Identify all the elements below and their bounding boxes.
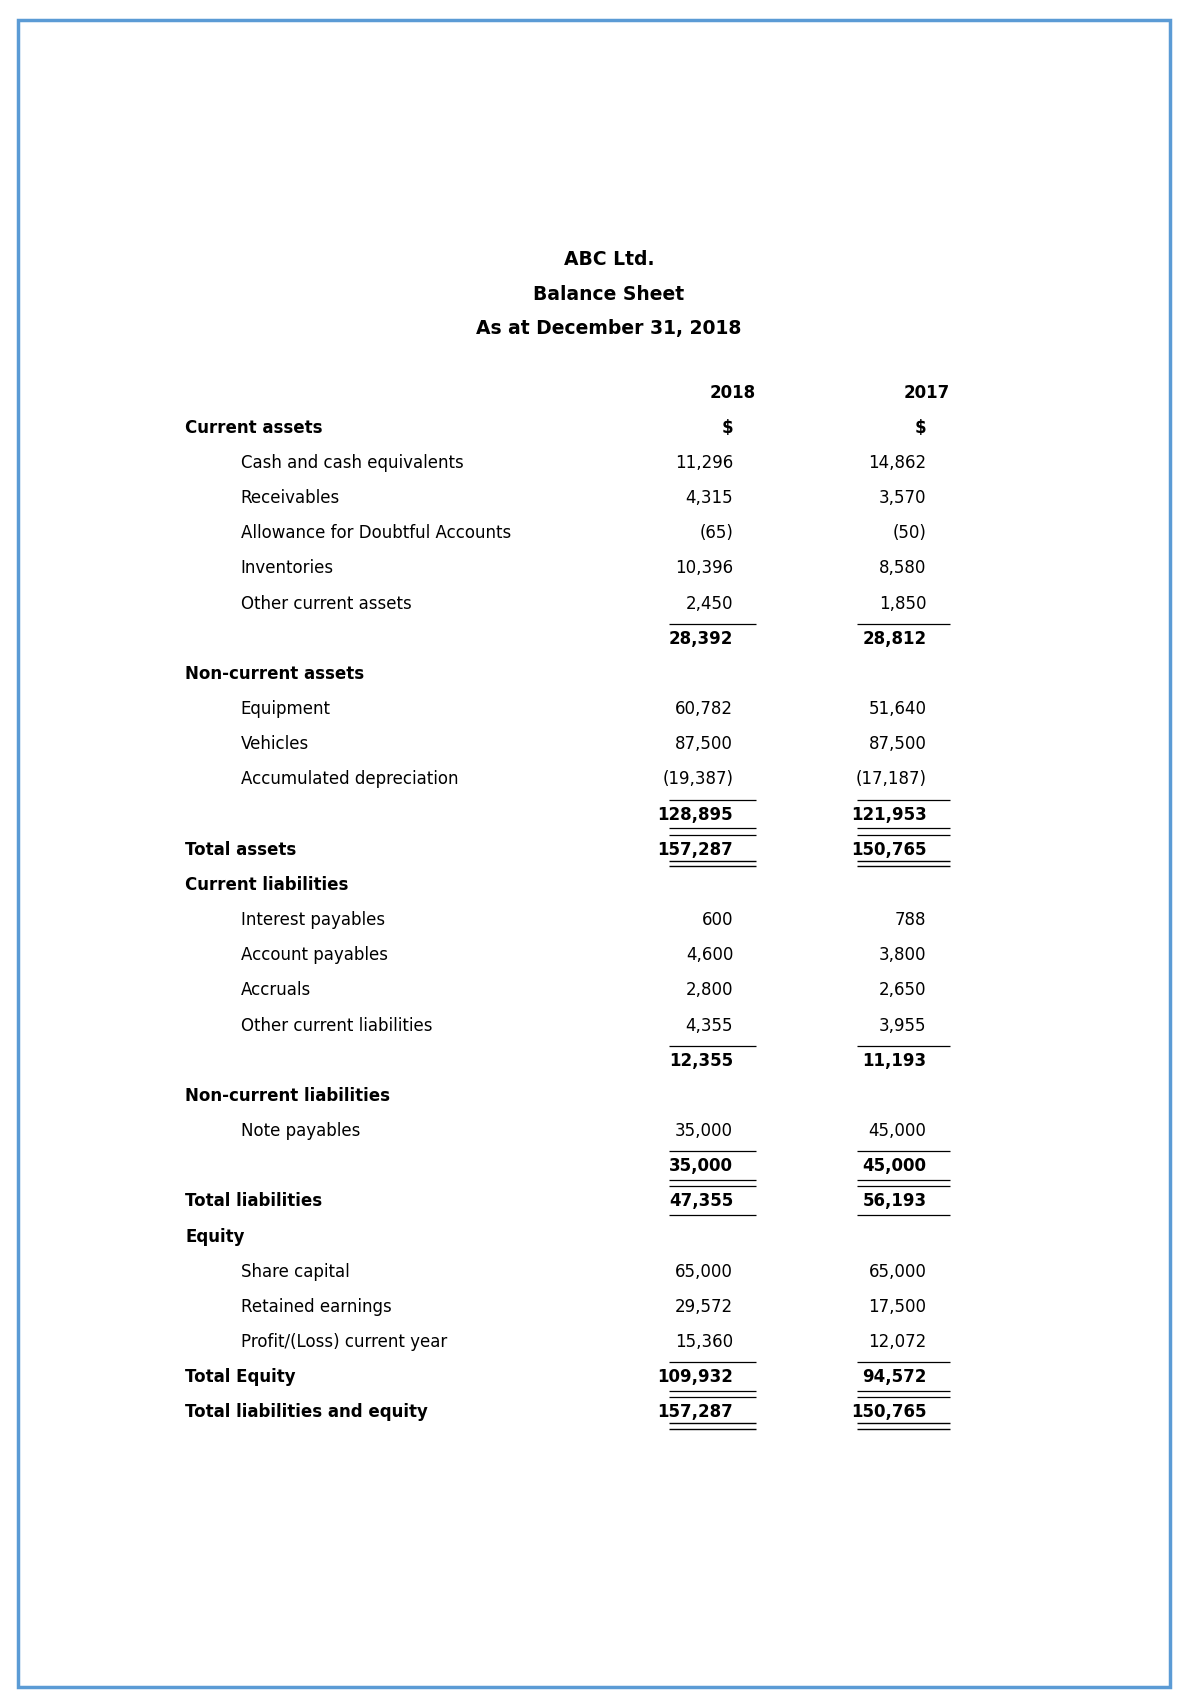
Text: Retained earnings: Retained earnings <box>240 1298 391 1315</box>
Text: Accruals: Accruals <box>240 982 311 1000</box>
Text: (19,387): (19,387) <box>662 770 733 789</box>
Text: 1,850: 1,850 <box>879 595 927 613</box>
Text: 3,955: 3,955 <box>879 1017 927 1034</box>
Text: Other current liabilities: Other current liabilities <box>240 1017 432 1034</box>
Text: 157,287: 157,287 <box>657 840 733 859</box>
Text: 12,355: 12,355 <box>669 1051 733 1070</box>
Text: 121,953: 121,953 <box>851 806 927 823</box>
Text: 94,572: 94,572 <box>862 1368 927 1387</box>
Text: Other current assets: Other current assets <box>240 595 411 613</box>
Text: 45,000: 45,000 <box>868 1121 927 1140</box>
Text: 128,895: 128,895 <box>657 806 733 823</box>
Text: Cash and cash equivalents: Cash and cash equivalents <box>240 453 463 472</box>
Text: Allowance for Doubtful Accounts: Allowance for Doubtful Accounts <box>240 525 511 542</box>
Text: 28,392: 28,392 <box>669 630 733 648</box>
Text: Receivables: Receivables <box>240 489 340 508</box>
Text: 4,355: 4,355 <box>685 1017 733 1034</box>
Text: Non-current liabilities: Non-current liabilities <box>185 1087 391 1104</box>
Text: Current assets: Current assets <box>185 419 323 436</box>
Text: 2,800: 2,800 <box>685 982 733 1000</box>
Text: 17,500: 17,500 <box>868 1298 927 1315</box>
Text: Balance Sheet: Balance Sheet <box>533 285 684 303</box>
Text: 87,500: 87,500 <box>868 734 927 753</box>
Text: Note payables: Note payables <box>240 1121 360 1140</box>
Text: 60,782: 60,782 <box>675 700 733 717</box>
Text: $: $ <box>721 419 733 436</box>
Text: 157,287: 157,287 <box>657 1404 733 1421</box>
Text: Share capital: Share capital <box>240 1263 349 1281</box>
Text: (50): (50) <box>892 525 927 542</box>
Text: 8,580: 8,580 <box>879 559 927 578</box>
Text: 4,315: 4,315 <box>685 489 733 508</box>
Text: 14,862: 14,862 <box>868 453 927 472</box>
Text: 35,000: 35,000 <box>675 1121 733 1140</box>
Text: 65,000: 65,000 <box>868 1263 927 1281</box>
Text: 150,765: 150,765 <box>851 1404 927 1421</box>
Text: 11,193: 11,193 <box>862 1051 927 1070</box>
Text: Inventories: Inventories <box>240 559 334 578</box>
Text: Accumulated depreciation: Accumulated depreciation <box>240 770 459 789</box>
Text: Account payables: Account payables <box>240 946 387 964</box>
Text: 10,396: 10,396 <box>675 559 733 578</box>
Text: Interest payables: Interest payables <box>240 912 385 929</box>
Text: (65): (65) <box>700 525 733 542</box>
Text: Total liabilities and equity: Total liabilities and equity <box>185 1404 428 1421</box>
Text: Profit/(Loss) current year: Profit/(Loss) current year <box>240 1333 447 1351</box>
Text: ABC Ltd.: ABC Ltd. <box>563 250 655 269</box>
Text: Total Equity: Total Equity <box>185 1368 296 1387</box>
Text: 12,072: 12,072 <box>868 1333 927 1351</box>
Text: 2018: 2018 <box>710 383 757 402</box>
Text: Total liabilities: Total liabilities <box>185 1193 322 1210</box>
Text: $: $ <box>915 419 927 436</box>
Text: 3,570: 3,570 <box>879 489 927 508</box>
Text: Total assets: Total assets <box>185 840 297 859</box>
Text: 45,000: 45,000 <box>862 1157 927 1176</box>
Text: 150,765: 150,765 <box>851 840 927 859</box>
Text: 51,640: 51,640 <box>868 700 927 717</box>
Text: 2,650: 2,650 <box>879 982 927 1000</box>
Text: 87,500: 87,500 <box>675 734 733 753</box>
Text: Equipment: Equipment <box>240 700 330 717</box>
Text: Current liabilities: Current liabilities <box>185 876 349 895</box>
Text: 47,355: 47,355 <box>669 1193 733 1210</box>
Text: 109,932: 109,932 <box>657 1368 733 1387</box>
Text: 788: 788 <box>895 912 927 929</box>
Text: 29,572: 29,572 <box>675 1298 733 1315</box>
Text: 2017: 2017 <box>903 383 949 402</box>
Text: 2,450: 2,450 <box>685 595 733 613</box>
Text: 3,800: 3,800 <box>879 946 927 964</box>
Text: Equity: Equity <box>185 1227 245 1246</box>
Text: 600: 600 <box>702 912 733 929</box>
Text: 15,360: 15,360 <box>675 1333 733 1351</box>
Text: 35,000: 35,000 <box>669 1157 733 1176</box>
Text: (17,187): (17,187) <box>855 770 927 789</box>
Text: Non-current assets: Non-current assets <box>185 665 365 683</box>
Text: 4,600: 4,600 <box>685 946 733 964</box>
Text: As at December 31, 2018: As at December 31, 2018 <box>476 319 741 337</box>
Text: 11,296: 11,296 <box>675 453 733 472</box>
Text: 56,193: 56,193 <box>862 1193 927 1210</box>
Text: 28,812: 28,812 <box>862 630 927 648</box>
Text: Vehicles: Vehicles <box>240 734 309 753</box>
Text: 65,000: 65,000 <box>675 1263 733 1281</box>
